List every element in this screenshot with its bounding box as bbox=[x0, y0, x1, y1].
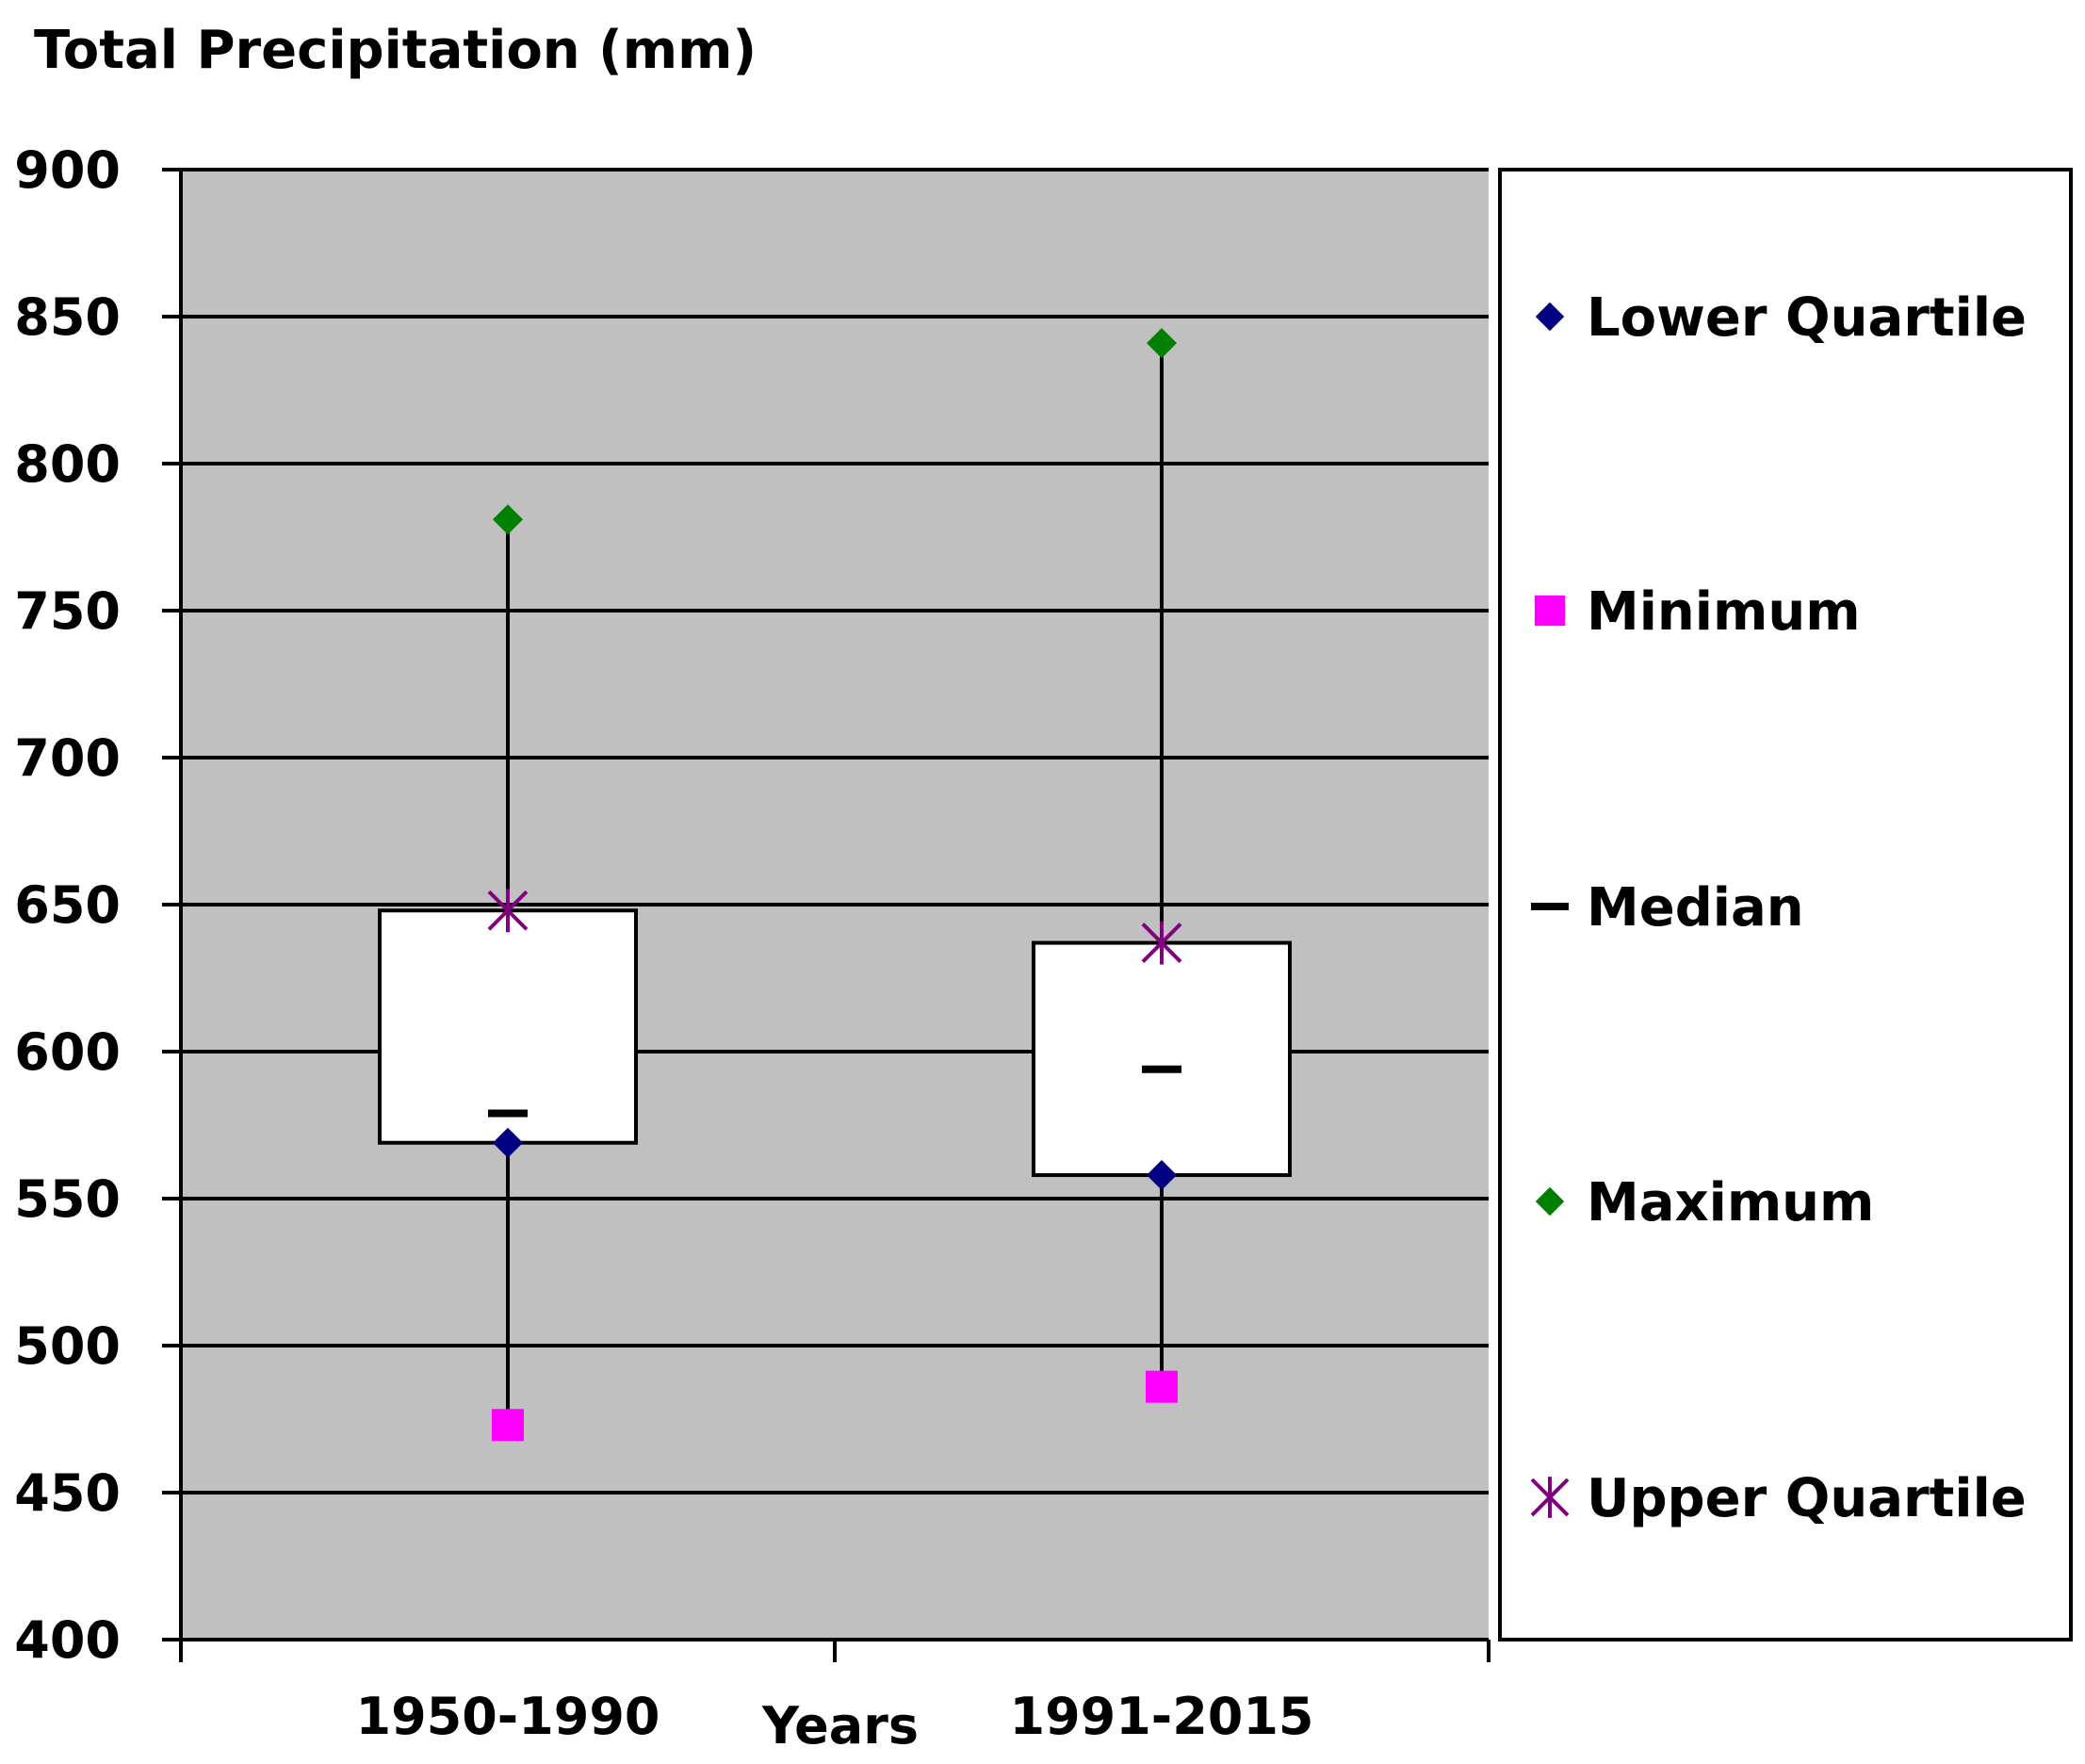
y-tick-label: 750 bbox=[14, 581, 121, 641]
y-tick-label: 550 bbox=[14, 1169, 121, 1229]
x-tick-label: 1991-2015 bbox=[1010, 1687, 1314, 1746]
square-marker bbox=[492, 1409, 524, 1442]
diamond-marker bbox=[493, 1127, 523, 1158]
x-tick-label: 1950-1990 bbox=[356, 1687, 660, 1746]
square-marker bbox=[1146, 1370, 1178, 1403]
legend-item: Median bbox=[1531, 877, 1804, 939]
x-axis-labels: 1950-1990 1991-2015 bbox=[356, 1687, 1314, 1746]
legend-item: Upper Quartile bbox=[1530, 1468, 2027, 1529]
star-marker bbox=[1141, 921, 1182, 965]
diamond-marker bbox=[1147, 328, 1177, 359]
y-tick-label: 800 bbox=[14, 434, 121, 494]
legend-item: Maximum bbox=[1535, 1172, 1874, 1233]
legend-item: Minimum bbox=[1534, 581, 1861, 643]
legend-label: Upper Quartile bbox=[1587, 1468, 2027, 1529]
star-marker bbox=[1530, 1477, 1570, 1518]
legend-items: Lower Quartile Minimum Median Maximum Upper … bbox=[1530, 287, 2027, 1529]
iqr-box bbox=[378, 908, 638, 1145]
x-axis-title: Years bbox=[761, 1696, 919, 1756]
y-tick-label: 400 bbox=[14, 1610, 121, 1670]
diamond-marker bbox=[1147, 1160, 1177, 1191]
y-tick-label: 600 bbox=[14, 1022, 121, 1082]
diamond-marker bbox=[1535, 1186, 1565, 1217]
star-marker bbox=[487, 889, 529, 933]
legend-label: Minimum bbox=[1587, 581, 1861, 643]
legend-label: Maximum bbox=[1587, 1172, 1874, 1233]
chart-title: Total Precipitation (mm) bbox=[34, 20, 757, 81]
legend-label: Median bbox=[1587, 877, 1804, 939]
y-tick-label: 900 bbox=[14, 140, 121, 200]
diamond-marker bbox=[1535, 302, 1565, 332]
y-tick-label: 850 bbox=[14, 287, 121, 347]
legend-item: Lower Quartile bbox=[1535, 287, 2027, 349]
box-1950-1990 bbox=[378, 504, 638, 1442]
y-axis-ticks: 400 450 500 550 600 650 700 750 800 850 900 bbox=[14, 140, 181, 1670]
x-axis-ticks bbox=[179, 1640, 1490, 1662]
y-tick-label: 450 bbox=[14, 1463, 121, 1523]
boxes bbox=[378, 328, 1292, 1442]
y-tick-label: 700 bbox=[14, 728, 121, 788]
iqr-box bbox=[1032, 940, 1292, 1178]
y-tick-label: 500 bbox=[14, 1316, 121, 1376]
box-1991-2015 bbox=[1032, 328, 1292, 1403]
y-tick-label: 650 bbox=[14, 875, 121, 935]
legend-label: Lower Quartile bbox=[1587, 287, 2027, 349]
square-marker bbox=[1534, 595, 1566, 627]
legend bbox=[1498, 168, 2073, 1642]
gridlines bbox=[181, 168, 1489, 1642]
diamond-marker bbox=[493, 504, 523, 535]
